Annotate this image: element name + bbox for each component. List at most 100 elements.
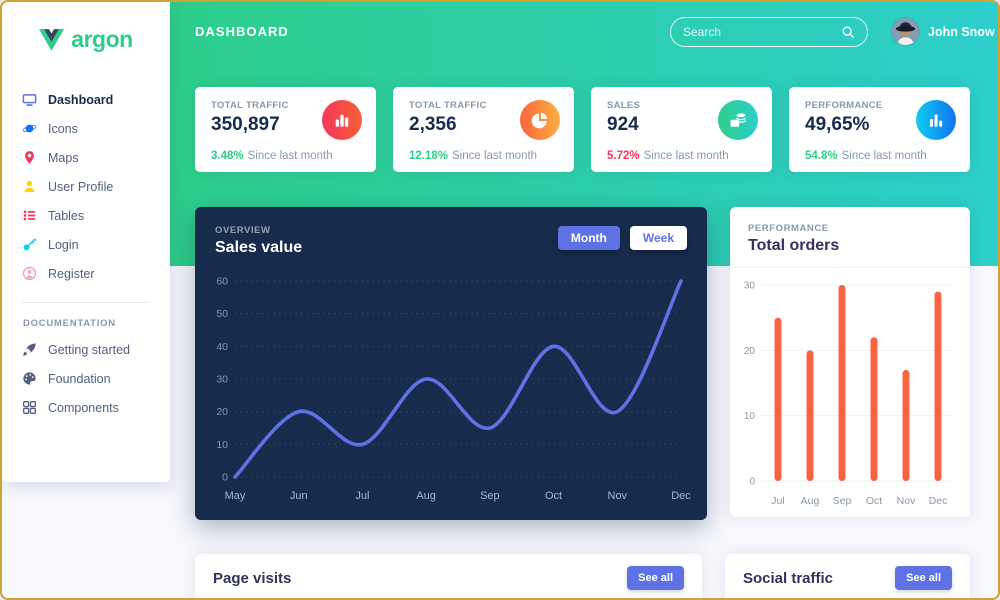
stat-note: Since last month [247, 150, 333, 162]
tv-icon [22, 92, 37, 107]
stat-delta: 54.8% [805, 150, 838, 162]
stat-note: Since last month [643, 150, 729, 162]
brand-name: argon [71, 26, 133, 52]
stat-footnote: 5.72% Since last month [607, 150, 729, 162]
sidebar-item-register[interactable]: Register [2, 259, 170, 288]
stat-footnote: 54.8% Since last month [805, 150, 927, 162]
svg-text:0: 0 [222, 472, 228, 484]
sidebar-item-label: User Profile [48, 179, 114, 194]
orders-card-title: Total orders [748, 237, 840, 254]
svg-text:May: May [225, 490, 246, 502]
page-title: DASHBOARD [195, 24, 289, 39]
planet-icon [22, 121, 37, 136]
stat-value: 924 [607, 114, 639, 135]
svg-text:Jul: Jul [771, 495, 784, 507]
sidebar-item-tables[interactable]: Tables [2, 201, 170, 230]
user-menu[interactable]: John Snow [892, 18, 995, 45]
orders-card-header: PERFORMANCE Total orders [730, 207, 970, 268]
svg-text:Nov: Nov [897, 495, 916, 507]
stat-label: TOTAL TRAFFIC [409, 100, 487, 111]
stats-row: TOTAL TRAFFIC 350,897 3.48% Since last mont… [195, 87, 970, 172]
svg-text:Aug: Aug [416, 490, 436, 502]
stat-footnote: 12.18% Since last month [409, 150, 537, 162]
sidebar-item-label: Dashboard [48, 92, 114, 107]
brand-logo[interactable]: argon [2, 2, 170, 67]
svg-text:Dec: Dec [671, 490, 691, 502]
svg-text:Aug: Aug [801, 495, 820, 507]
svg-text:50: 50 [216, 308, 228, 320]
svg-text:30: 30 [216, 374, 228, 386]
svg-text:30: 30 [744, 281, 756, 292]
sidebar-item-login[interactable]: Login [2, 230, 170, 259]
money-coins-icon [718, 100, 758, 140]
user-name: John Snow [928, 24, 995, 39]
search-bar [670, 17, 868, 47]
week-button[interactable]: Week [629, 226, 687, 250]
sidebar-nav: Dashboard Icons Maps User Profile Tables Logi… [2, 85, 170, 288]
sidebar-item-label: Foundation [48, 371, 111, 386]
svg-text:40: 40 [216, 341, 228, 353]
svg-text:Oct: Oct [866, 495, 882, 507]
search-icon[interactable] [841, 25, 855, 39]
sidebar-section-label: DOCUMENTATION [23, 318, 116, 329]
stat-value: 49,65% [805, 114, 870, 135]
avatar [892, 18, 919, 45]
stat-delta: 3.48% [211, 150, 244, 162]
sidebar-doc-nav: Getting started Foundation Components [2, 335, 170, 422]
svg-text:0: 0 [749, 477, 755, 488]
page-visits-title: Page visits [213, 569, 292, 587]
stat-label: PERFORMANCE [805, 100, 883, 111]
stat-note: Since last month [841, 150, 927, 162]
sidebar-item-user-profile[interactable]: User Profile [2, 172, 170, 201]
circle-user-icon [22, 266, 37, 281]
total-orders-card: PERFORMANCE Total orders 0 10 20 30 Jul Aug Se… [730, 207, 970, 517]
spaceship-icon [22, 342, 37, 357]
sidebar-item-icons[interactable]: Icons [2, 114, 170, 143]
bullet-list-icon [22, 208, 37, 223]
month-button[interactable]: Month [557, 226, 620, 250]
sidebar-item-dashboard[interactable]: Dashboard [2, 85, 170, 114]
pin-icon [22, 150, 37, 165]
svg-text:Sep: Sep [480, 490, 500, 502]
sidebar-item-label: Components [48, 400, 119, 415]
palette-icon [22, 371, 37, 386]
page-visits-card: Page visits See all [195, 554, 702, 598]
sidebar-item-label: Tables [48, 208, 85, 223]
sidebar-item-components[interactable]: Components [2, 393, 170, 422]
sidebar-item-label: Register [48, 266, 95, 281]
sales-line-chart: 0 10 20 30 40 50 60 May Jun Jul Aug Sep Oct Nov Dec [207, 267, 695, 512]
sidebar-item-label: Login [48, 237, 79, 252]
sales-card-title: Sales value [215, 239, 303, 256]
sidebar-item-getting-started[interactable]: Getting started [2, 335, 170, 364]
bar-chart-icon [916, 100, 956, 140]
search-input[interactable] [683, 25, 841, 39]
sidebar-divider [22, 302, 150, 303]
sidebar-item-maps[interactable]: Maps [2, 143, 170, 172]
stat-delta: 5.72% [607, 150, 640, 162]
stat-card-performance-3: PERFORMANCE 49,65% 54.8% Since last month [789, 87, 970, 172]
social-traffic-see-all-button[interactable]: See all [895, 566, 952, 590]
sales-value-card: OVERVIEW Sales value Month Week 0 10 20 30 40… [195, 207, 707, 520]
chart-bars-icon [322, 100, 362, 140]
key-icon [22, 237, 37, 252]
svg-text:10: 10 [744, 411, 756, 422]
components-icon [22, 400, 37, 415]
page-visits-see-all-button[interactable]: See all [627, 566, 684, 590]
stat-label: SALES [607, 100, 641, 111]
stat-card-total-traffic-1: TOTAL TRAFFIC 2,356 12.18% Since last month [393, 87, 574, 172]
svg-text:20: 20 [744, 346, 756, 357]
social-traffic-title: Social traffic [743, 569, 834, 587]
stat-footnote: 3.48% Since last month [211, 150, 333, 162]
svg-text:Oct: Oct [545, 490, 562, 502]
sidebar-item-label: Icons [48, 121, 78, 136]
stat-delta: 12.18% [409, 150, 449, 162]
social-traffic-card: Social traffic See all [725, 554, 970, 598]
sidebar: argon Dashboard Icons Maps User Profile Tabl… [2, 2, 170, 482]
chart-range-toggle: Month Week [557, 226, 687, 250]
sales-card-kicker: OVERVIEW [215, 225, 271, 236]
person-icon [22, 179, 37, 194]
sidebar-item-foundation[interactable]: Foundation [2, 364, 170, 393]
stat-card-sales-2: SALES 924 5.72% Since last month [591, 87, 772, 172]
stat-card-total-traffic-0: TOTAL TRAFFIC 350,897 3.48% Since last mont… [195, 87, 376, 172]
